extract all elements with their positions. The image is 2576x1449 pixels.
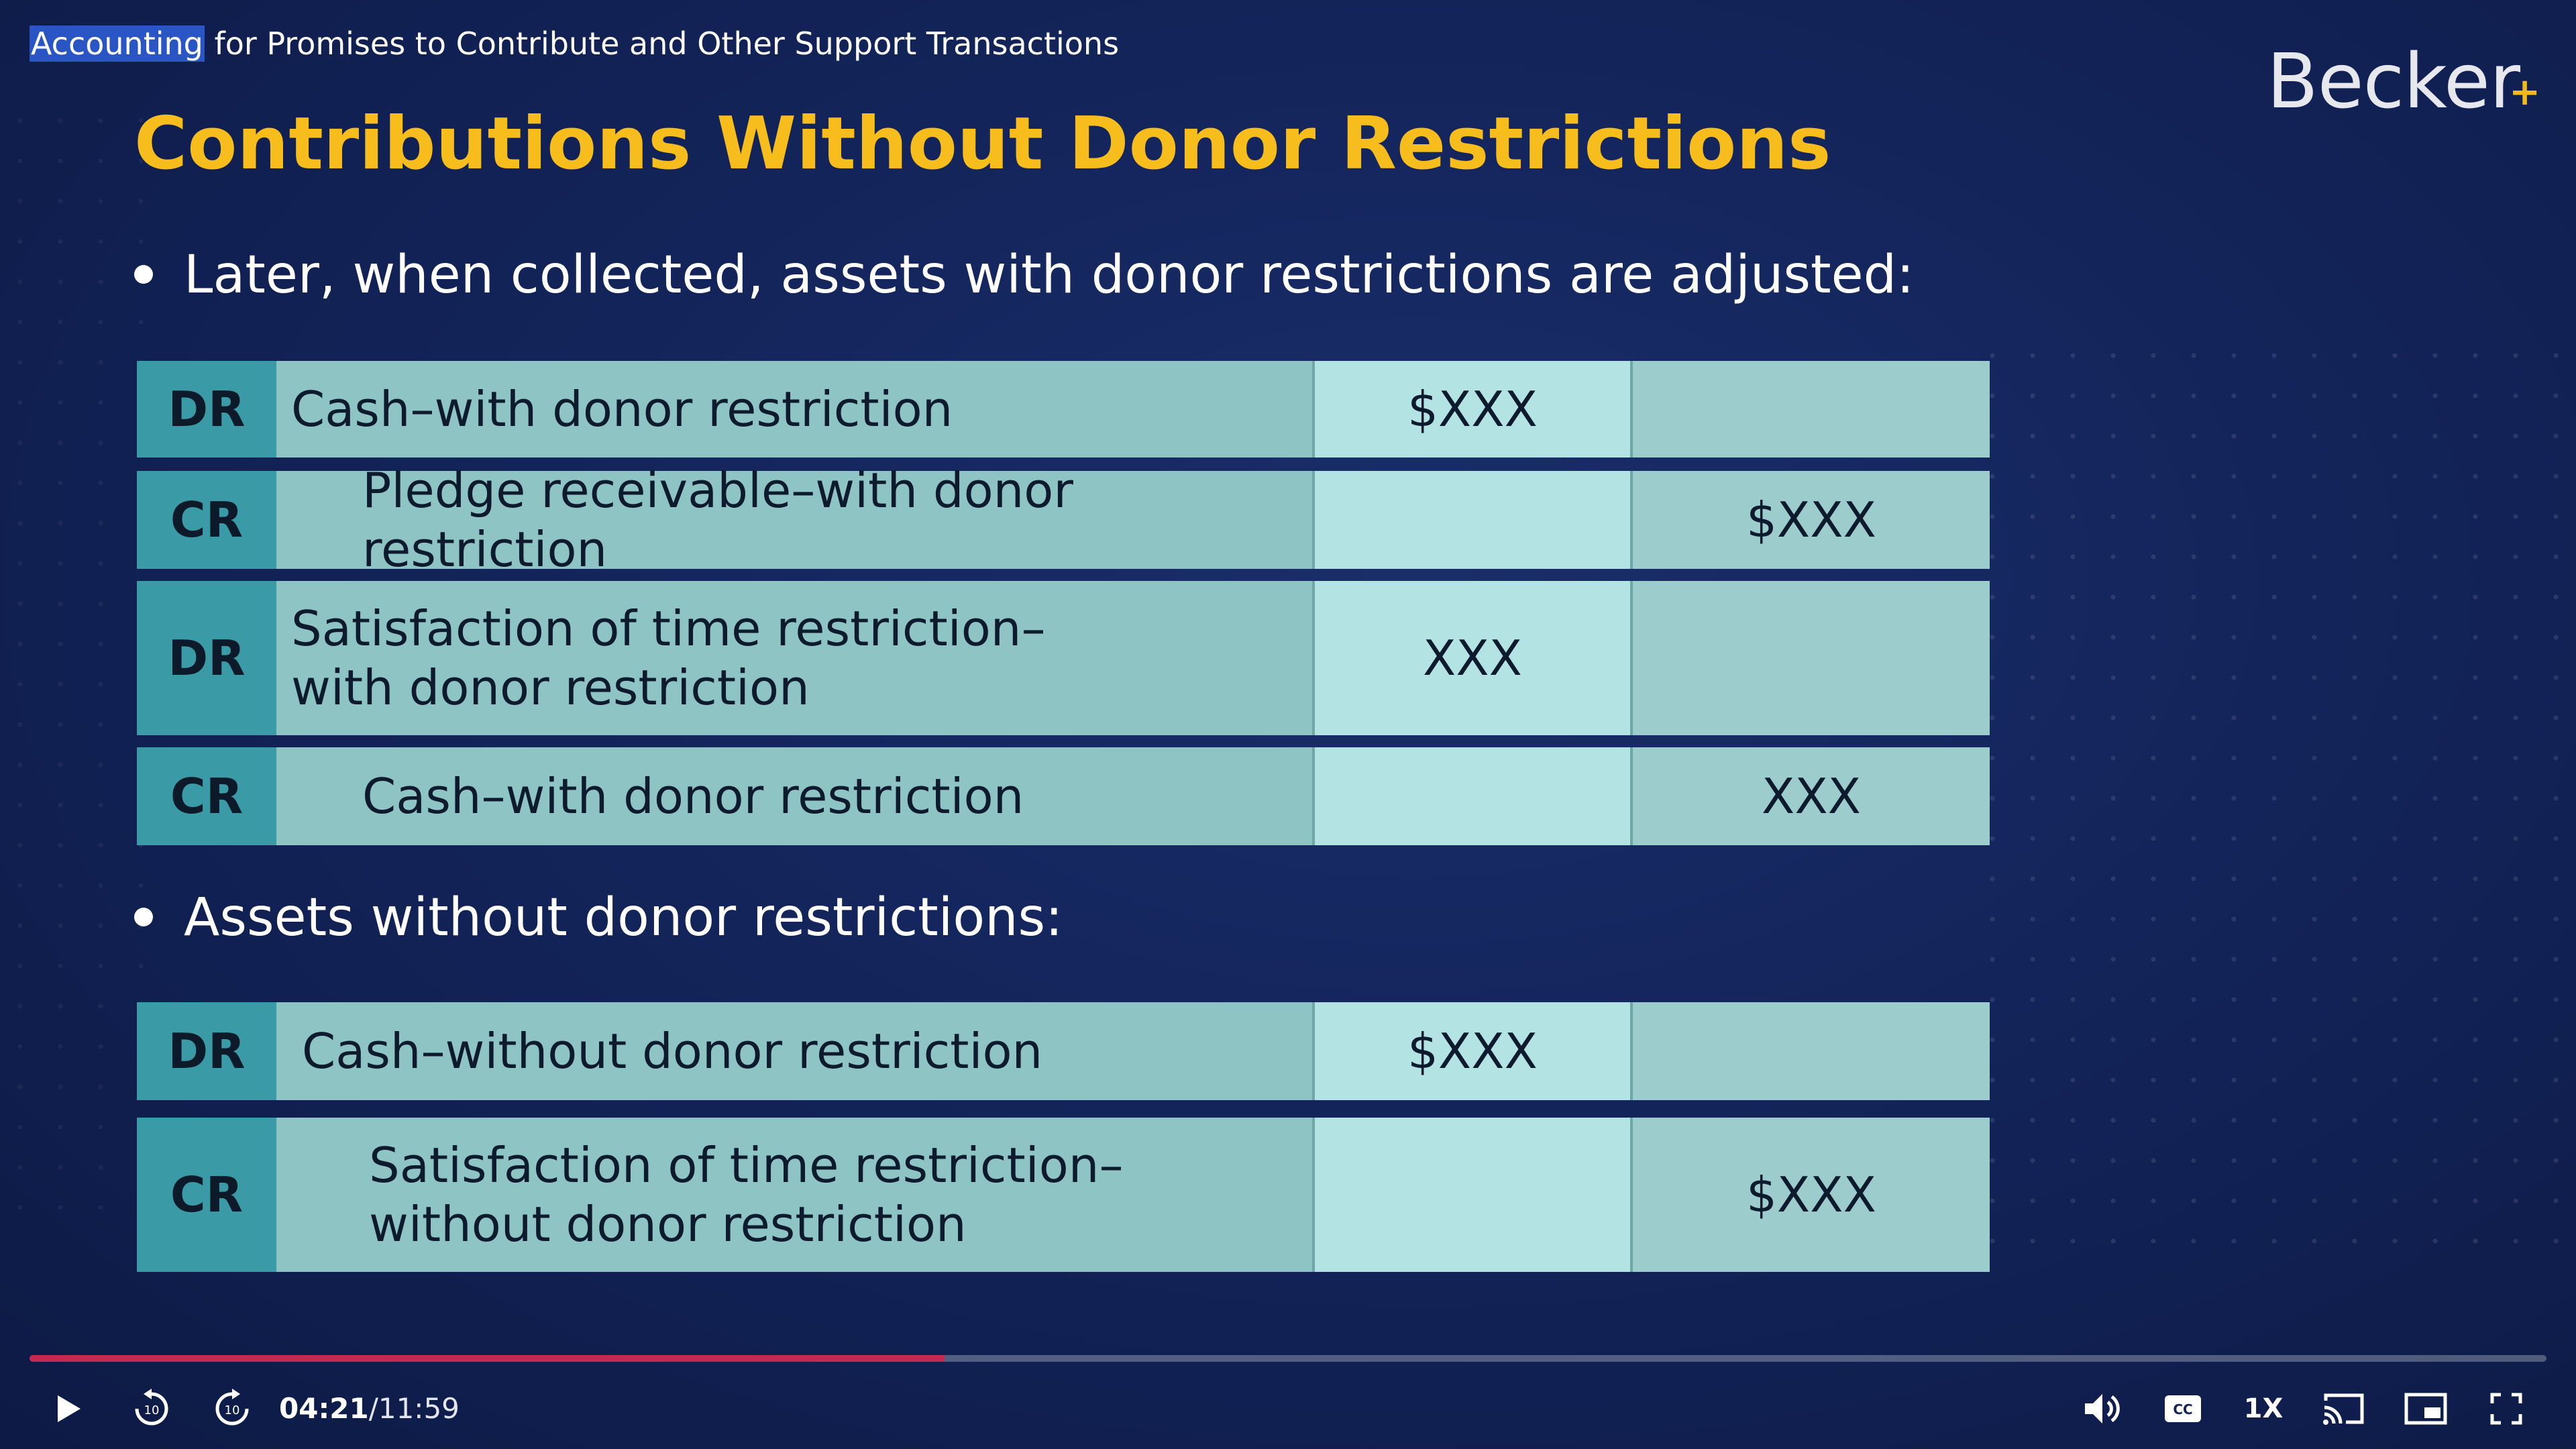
entry-code: CR (137, 471, 276, 569)
journal-entry-row: DR Satisfaction of time restriction– with… (137, 581, 1990, 735)
forward-10-button[interactable]: 10 (208, 1382, 256, 1436)
entry-account: Cash–with donor restriction (276, 747, 1315, 845)
entry-debit (1315, 747, 1633, 845)
forward-10-icon: 10 (215, 1389, 249, 1426)
entry-credit (1633, 1002, 1990, 1100)
entry-debit: $XXX (1315, 1002, 1633, 1100)
rewind-10-button[interactable]: 10 (127, 1382, 176, 1436)
playback-speed-button[interactable]: 1X (2239, 1382, 2288, 1436)
journal-entry-row: DR Cash–with donor restriction $XXX (137, 361, 1990, 458)
entry-credit: XXX (1633, 747, 1990, 845)
cast-button[interactable] (2318, 1382, 2369, 1436)
bullet-text: Assets without donor restrictions: (184, 888, 1063, 948)
entry-credit (1633, 581, 1990, 735)
account-line: Pledge receivable–with donor restriction (362, 462, 1073, 578)
background-dot-pattern (1972, 335, 2576, 1275)
course-title-highlight: Accounting (30, 25, 205, 62)
captions-button[interactable]: CC (2159, 1382, 2207, 1436)
fullscreen-button[interactable] (2482, 1382, 2530, 1436)
journal-entry-row: CR Satisfaction of time restriction– with… (137, 1118, 1990, 1272)
bullet-dot (134, 264, 153, 284)
course-title-rest: for Promises to Contribute and Other Sup… (204, 25, 1120, 62)
fullscreen-icon (2490, 1393, 2522, 1425)
volume-button[interactable] (2078, 1382, 2127, 1436)
entry-account: Satisfaction of time restriction– with do… (276, 581, 1315, 735)
background-dot-pattern-left (0, 101, 148, 1241)
entry-code: DR (137, 361, 276, 458)
entry-debit (1315, 471, 1633, 569)
entry-credit (1633, 361, 1990, 458)
entry-account: Cash–with donor restriction (276, 361, 1315, 458)
entry-code: DR (137, 1002, 276, 1100)
player-controls: 10 10 CC 1X (0, 1382, 2576, 1436)
play-button[interactable] (48, 1382, 89, 1436)
becker-logo: Becker + (2267, 42, 2540, 122)
volume-icon (2085, 1394, 2120, 1424)
current-time: 04:21 (279, 1392, 369, 1425)
bullet-dot (134, 907, 153, 926)
entry-credit: $XXX (1633, 1118, 1990, 1272)
progress-bar[interactable] (30, 1355, 2546, 1362)
bullet-point: Assets without donor restrictions: (134, 884, 1063, 951)
playback-speed: 1X (2243, 1393, 2284, 1424)
picture-in-picture-button[interactable] (2400, 1382, 2451, 1436)
cast-icon (2323, 1393, 2364, 1425)
entry-account: Satisfaction of time restriction– without… (276, 1118, 1315, 1272)
account-line: Satisfaction of time restriction– (291, 600, 1046, 657)
bullet-point: Later, when collected, assets with donor… (134, 241, 1914, 309)
account-line: Satisfaction of time restriction– (369, 1137, 1124, 1193)
picture-in-picture-icon (2404, 1393, 2447, 1425)
logo-plus-mark: + (2509, 70, 2540, 114)
svg-text:CC: CC (2173, 1401, 2192, 1417)
course-title: Accounting for Promises to Contribute an… (30, 23, 1119, 64)
entry-credit: $XXX (1633, 471, 1990, 569)
account-line-2: with donor restriction (291, 659, 810, 716)
journal-entry-row: DR Cash–without donor restriction $XXX (137, 1002, 1990, 1100)
total-time: /11:59 (368, 1392, 460, 1425)
entry-account: Pledge receivable–with donor restriction (276, 462, 1315, 578)
journal-entry-row: CR Cash–with donor restriction XXX (137, 747, 1990, 845)
entry-debit (1315, 1118, 1633, 1272)
entry-code: CR (137, 747, 276, 845)
slide-title: Contributions Without Donor Restrictions (134, 102, 1831, 186)
playback-time: 04:21/11:59 (279, 1389, 460, 1429)
captions-icon: CC (2165, 1395, 2201, 1422)
bullet-text: Later, when collected, assets with donor… (184, 245, 1915, 305)
play-icon (58, 1395, 80, 1422)
progress-bar-fill (30, 1355, 945, 1362)
svg-text:10: 10 (144, 1403, 160, 1417)
entry-debit: XXX (1315, 581, 1633, 735)
entry-account: Cash–without donor restriction (276, 1002, 1315, 1100)
entry-code: DR (137, 581, 276, 735)
account-line: Cash–without donor restriction (302, 1023, 1043, 1079)
entry-debit: $XXX (1315, 361, 1633, 458)
logo-text: Becker (2266, 38, 2520, 125)
svg-text:10: 10 (225, 1403, 240, 1417)
rewind-10-icon: 10 (135, 1389, 168, 1426)
account-line: Cash–with donor restriction (291, 381, 953, 437)
entry-code: CR (137, 1118, 276, 1272)
account-line-2: without donor restriction (369, 1196, 967, 1252)
journal-entry-row: CR Pledge receivable–with donor restrict… (137, 462, 1990, 578)
account-line: Cash–with donor restriction (362, 768, 1024, 824)
